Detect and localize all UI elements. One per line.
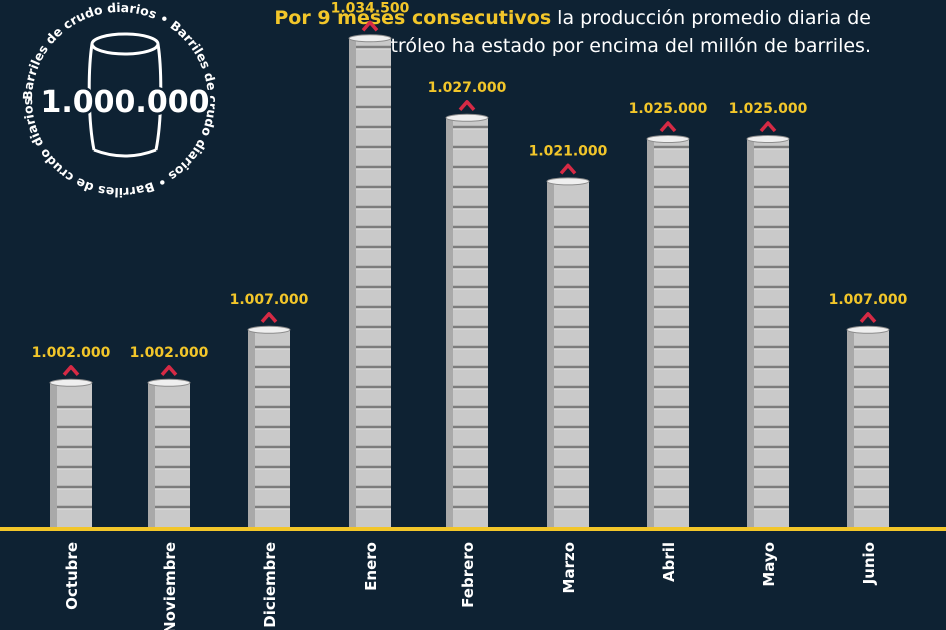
headline-text: la producción promedio diaria de petróle… <box>366 7 871 57</box>
up-arrow-icon <box>759 121 777 133</box>
month-label: Abril <box>660 542 678 582</box>
barrel-lid <box>247 325 291 334</box>
value-label: 1.007.000 <box>230 292 309 308</box>
value-label: 1.025.000 <box>629 101 708 117</box>
bar-mayo: 1.025.000 Mayo <box>729 101 808 587</box>
up-arrow-icon <box>62 365 80 376</box>
bar-abril: 1.025.000 Abril <box>629 101 708 582</box>
up-arrow-icon <box>458 100 476 111</box>
barrel-lid <box>646 135 690 143</box>
month-label: Febrero <box>459 542 477 608</box>
month-label: Junio <box>860 542 878 585</box>
up-arrow-icon <box>559 163 577 175</box>
value-label: 1.025.000 <box>729 101 808 117</box>
month-label: Mayo <box>760 542 778 587</box>
bar-diciembre: 1.007.000 Diciembre <box>230 292 309 628</box>
barrel-shade <box>50 382 57 527</box>
headline-highlight: Por 9 meses consecutivos <box>274 7 552 29</box>
bar-enero: 1.034.500 Enero <box>331 0 410 591</box>
seal-value: 1.000.000 <box>41 85 210 120</box>
bar-noviembre: 1.002.000 Noviembre <box>130 345 209 630</box>
month-label: Noviembre <box>161 542 179 630</box>
month-label: Octubre <box>63 542 81 610</box>
barrel-lid <box>49 378 93 387</box>
barrel-lid <box>546 177 590 186</box>
bar-junio: 1.007.000 Junio <box>829 292 908 586</box>
barrel-shade <box>248 329 255 527</box>
month-label: Enero <box>362 542 380 591</box>
value-label: 1.002.000 <box>130 345 209 361</box>
barrel-shade <box>847 329 854 527</box>
barrel-lid <box>348 34 392 43</box>
bar-febrero: 1.027.000 Febrero <box>428 80 507 608</box>
value-label: 1.027.000 <box>428 80 507 96</box>
up-arrow-icon <box>160 365 178 376</box>
value-label: 1.034.500 <box>331 0 410 16</box>
barrel-lid <box>746 135 790 143</box>
barrel-shade <box>647 139 654 527</box>
month-label: Marzo <box>560 542 578 593</box>
bar-marzo: 1.021.000 Marzo <box>529 143 608 593</box>
barrel-shade <box>349 38 356 528</box>
up-arrow-icon <box>260 312 278 323</box>
barrel-shade <box>446 117 453 528</box>
up-arrow-icon <box>659 121 677 133</box>
barrel-lid <box>445 113 489 122</box>
barrel-shade <box>148 382 155 527</box>
value-label: 1.007.000 <box>829 292 908 308</box>
value-label: 1.002.000 <box>32 345 111 361</box>
up-arrow-icon <box>859 312 877 323</box>
barrel-shade <box>747 139 754 527</box>
bar-octubre: 1.002.000 Octubre <box>32 345 111 610</box>
up-arrow-icon <box>361 20 379 32</box>
barrel-outline-icon <box>87 32 163 158</box>
month-label: Diciembre <box>261 542 279 628</box>
barrel-lid <box>846 325 890 334</box>
headline: Por 9 meses consecutivos la producción p… <box>231 4 871 60</box>
barrel-shade <box>547 181 554 527</box>
barrel-seal-badge: Barriles de crudo diarios • Barriles de … <box>10 0 220 200</box>
value-label: 1.021.000 <box>529 143 608 159</box>
barrel-lid <box>147 378 191 387</box>
